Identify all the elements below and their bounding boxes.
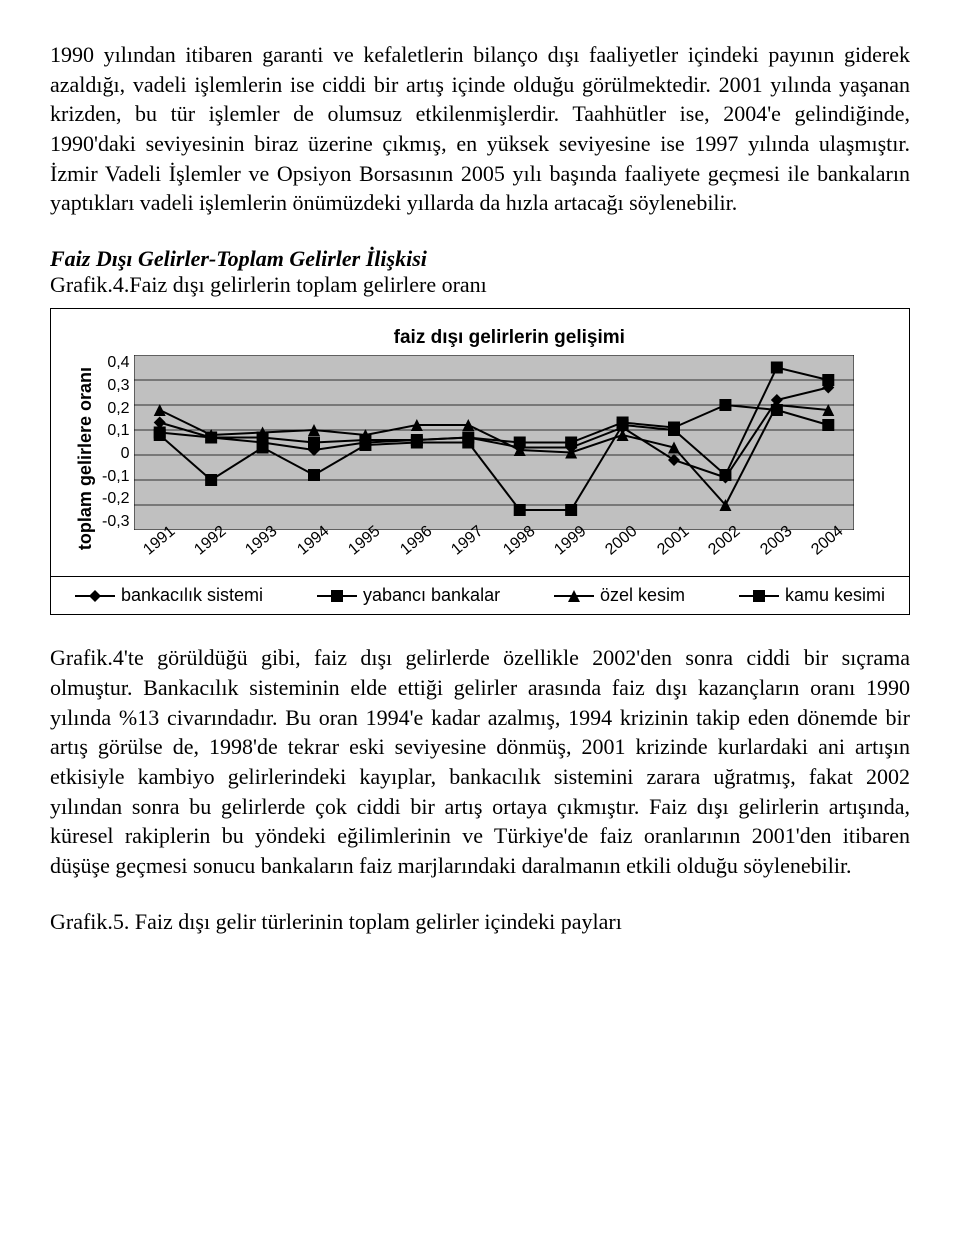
chart-ylabel: toplam gelirlere oranı — [75, 327, 96, 550]
chart-caption-5: Grafik.5. Faiz dışı gelir türlerinin top… — [50, 909, 910, 935]
paragraph-1: 1990 yılından itibaren garanti ve kefale… — [50, 40, 910, 218]
chart-xticks: 1991199219931994199519961997199819992000… — [134, 532, 854, 550]
legend-item: bankacılık sistemi — [75, 585, 263, 606]
chart-legend: bankacılık sistemi yabancı bankalar özel k… — [51, 576, 909, 614]
section-title: Faiz Dışı Gelirler-Toplam Gelirler İlişk… — [50, 246, 910, 272]
chart-caption-4: Grafik.4.Faiz dışı gelirlerin toplam gel… — [50, 272, 910, 298]
paragraph-2: Grafik.4'te görüldüğü gibi, faiz dışı ge… — [50, 643, 910, 881]
chart-container: toplam gelirlere oranı 0,40,30,20,10-0,1… — [50, 308, 910, 615]
legend-item: yabancı bankalar — [317, 585, 500, 606]
chart-yticks: 0,40,30,20,10-0,1-0,2-0,3 — [102, 355, 130, 530]
legend-item: özel kesim — [554, 585, 685, 606]
chart-title: faiz dışı gelirlerin gelişimi — [134, 327, 885, 349]
chart-plot — [134, 355, 854, 530]
legend-item: kamu kesimi — [739, 585, 885, 606]
